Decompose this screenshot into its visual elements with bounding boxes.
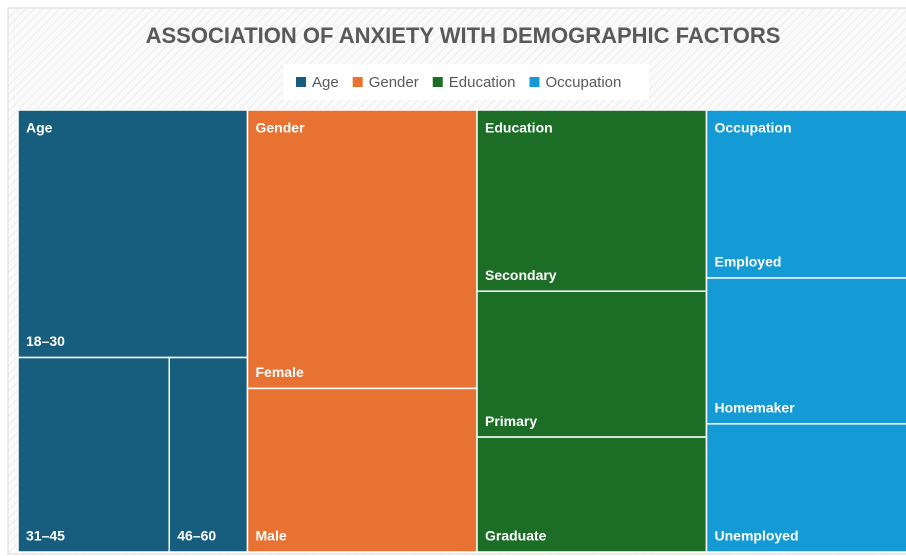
- cell-label: Primary: [485, 413, 537, 429]
- legend-swatch: [352, 77, 363, 87]
- cell-label: 18–30: [26, 333, 65, 349]
- treemap-cell: [705, 277, 906, 425]
- cell-label: Secondary: [485, 267, 557, 283]
- plot-area: 18–30 31–45 46–60 Age Female Male Gender Second…: [17, 109, 906, 553]
- cell-label: Male: [256, 528, 287, 544]
- cell-label: Graduate: [485, 528, 547, 544]
- treemap-cell: [705, 423, 906, 553]
- treemap-cell: [476, 436, 708, 553]
- treemap-cell: [168, 356, 249, 553]
- treemap-cell: [17, 356, 171, 553]
- legend-label: Occupation: [545, 74, 621, 91]
- cell-label: Homemaker: [715, 400, 796, 416]
- cell-label: 46–60: [177, 528, 216, 544]
- cell-label: Unemployed: [715, 528, 799, 544]
- legend-label: Education: [449, 74, 516, 91]
- group-label: Occupation: [715, 120, 792, 136]
- legend: Age Gender Education Occupation: [296, 74, 621, 91]
- treemap-cell: [246, 109, 478, 390]
- chart-title: ASSOCIATION OF ANXIETY WITH DEMOGRAPHIC …: [146, 23, 781, 48]
- cell-label: Female: [256, 364, 304, 380]
- cell-label: 31–45: [26, 528, 65, 544]
- legend-swatch: [296, 77, 306, 87]
- legend-swatch: [432, 77, 443, 87]
- legend-background: [283, 64, 649, 100]
- cell-label: Employed: [715, 254, 782, 270]
- treemap-cell: [246, 387, 478, 553]
- legend-swatch: [529, 77, 540, 87]
- treemap-cell: [17, 109, 249, 359]
- group-label: Gender: [256, 120, 306, 136]
- legend-label: Gender: [369, 74, 419, 91]
- legend-label: Age: [312, 74, 339, 91]
- treemap-cell: [705, 109, 906, 279]
- group-label: Education: [485, 120, 553, 136]
- group-label: Age: [26, 120, 53, 136]
- treemap-cell: [476, 109, 708, 292]
